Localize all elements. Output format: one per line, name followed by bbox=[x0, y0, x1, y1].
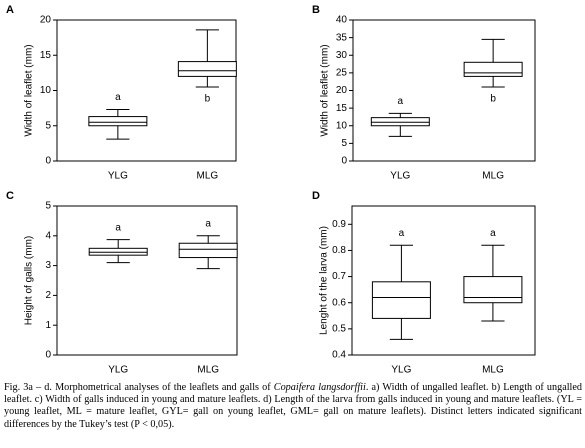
y-tick-label: 5 bbox=[45, 201, 51, 212]
box bbox=[177, 61, 237, 77]
box bbox=[370, 117, 430, 127]
panel-label: B bbox=[312, 4, 320, 16]
y-tick-label: 0.9 bbox=[332, 219, 346, 230]
y-tick-label: 20 bbox=[336, 85, 348, 96]
x-tick-label: YLG bbox=[390, 171, 410, 182]
y-tick-label: 10 bbox=[40, 85, 52, 96]
y-tick-label: 0 bbox=[45, 156, 51, 167]
box bbox=[463, 276, 523, 304]
y-axis-label: Width of leaflet (mm) bbox=[24, 44, 35, 136]
box bbox=[178, 242, 238, 259]
y-tick-label: 40 bbox=[336, 15, 348, 26]
caption: Fig. 3a – d. Morphometrical analyses of … bbox=[4, 382, 582, 431]
y-tick-label: 15 bbox=[40, 50, 52, 61]
y-tick-label: 35 bbox=[336, 32, 348, 43]
panel-label: C bbox=[6, 190, 14, 202]
y-tick-label: 5 bbox=[45, 120, 51, 131]
species-name: Copaifera langsdorffii bbox=[273, 382, 366, 393]
panel-label: D bbox=[312, 190, 320, 202]
significance-letter: a bbox=[490, 228, 496, 239]
significance-letter: a bbox=[398, 96, 404, 107]
y-tick-label: 0.6 bbox=[332, 297, 346, 308]
significance-letter: b bbox=[205, 94, 211, 105]
x-tick-label: MLG bbox=[482, 365, 504, 376]
box bbox=[371, 281, 431, 319]
y-tick-label: 0 bbox=[341, 156, 347, 167]
y-tick-label: 3 bbox=[45, 260, 51, 271]
y-tick-label: 0.8 bbox=[332, 245, 346, 256]
significance-letter: a bbox=[115, 92, 121, 103]
x-tick-label: MLG bbox=[482, 171, 504, 182]
y-tick-label: 0.4 bbox=[332, 350, 346, 361]
x-tick-label: MLG bbox=[197, 171, 219, 182]
y-tick-label: 2 bbox=[45, 290, 51, 301]
plot-frame bbox=[56, 205, 238, 356]
y-tick-label: 15 bbox=[336, 103, 348, 114]
y-tick-label: 10 bbox=[336, 120, 348, 131]
significance-letter: a bbox=[115, 222, 121, 233]
y-tick-label: 0.7 bbox=[332, 271, 346, 282]
significance-letter: a bbox=[205, 218, 211, 229]
y-tick-label: 0.5 bbox=[332, 324, 346, 335]
significance-letter: b bbox=[490, 94, 496, 105]
plot-frame bbox=[351, 205, 536, 356]
y-tick-label: 4 bbox=[45, 230, 51, 241]
y-axis-label: Height of galls (mm) bbox=[24, 236, 35, 325]
plot-frame bbox=[352, 19, 536, 162]
y-tick-label: 30 bbox=[336, 50, 348, 61]
panel-label: A bbox=[6, 4, 14, 16]
caption-text: Fig. 3a – d. Morphometrical analyses of … bbox=[4, 382, 274, 393]
x-tick-label: YLG bbox=[108, 365, 128, 376]
x-tick-label: YLG bbox=[391, 365, 411, 376]
y-axis-label: Lenght of the larva (mm) bbox=[319, 226, 330, 335]
y-tick-label: 1 bbox=[45, 320, 51, 331]
y-tick-label: 0 bbox=[45, 350, 51, 361]
x-tick-label: YLG bbox=[108, 171, 128, 182]
y-tick-label: 25 bbox=[336, 68, 348, 79]
plot-frame bbox=[56, 19, 237, 162]
box bbox=[88, 116, 148, 127]
y-tick-label: 20 bbox=[40, 15, 52, 26]
x-tick-label: MLG bbox=[197, 365, 219, 376]
significance-letter: a bbox=[399, 228, 405, 239]
box bbox=[463, 61, 523, 77]
caption-text: . a) Width of ungalled leaflet. b) Lengt… bbox=[4, 382, 582, 430]
y-tick-label: 5 bbox=[341, 138, 347, 149]
y-axis-label: Width of leaflet (mm) bbox=[320, 44, 331, 136]
